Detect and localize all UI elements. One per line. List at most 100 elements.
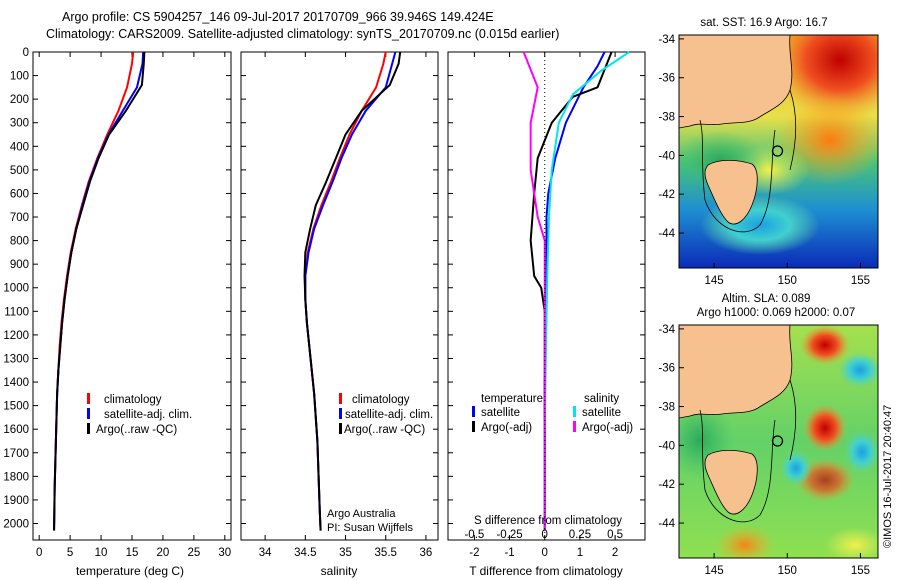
y-tick-label: 900	[10, 259, 29, 271]
legend-label-s-satellite: satellite	[582, 407, 621, 419]
sla-map-title-line1: Altim. SLA: 0.089	[722, 293, 811, 305]
y-tick-label: 1500	[3, 401, 29, 413]
sla-map-axes: 145 150 155 -34 -36 -38 -40 -42 -44	[658, 324, 870, 577]
y-tick-label: 0	[23, 47, 29, 59]
y-tick-label: 1000	[3, 283, 29, 295]
figure-title-line2: Climatology: CARS2009. Satellite-adjuste…	[46, 27, 560, 41]
x-tick-label: 5	[67, 547, 73, 559]
x-tick-label: 36	[420, 547, 433, 559]
x-tick-label: 2	[612, 547, 618, 559]
y-tick-label: 1600	[3, 424, 29, 436]
legend-swatch-argo	[87, 423, 90, 434]
map-y-tick-label: -38	[658, 112, 675, 124]
difference-xlabel: T difference from climatology	[469, 564, 623, 578]
sst-argo-marker	[771, 145, 784, 157]
x-tick-label: -2	[469, 547, 479, 559]
x-tick-label: 35	[339, 547, 352, 559]
map-y-tick-label: -38	[658, 402, 675, 414]
sst-map-frame	[678, 34, 879, 269]
salinity-plot-frame	[240, 51, 439, 541]
y-tick-label: 800	[10, 236, 29, 248]
s-tick-label: 0.25	[569, 529, 591, 541]
map-y-tick-label: -42	[658, 189, 675, 201]
y-tick-label: 1900	[3, 495, 29, 507]
legend-swatch-climatology	[87, 393, 90, 404]
legend-label-t-satellite: satellite	[481, 407, 520, 419]
map-x-tick-label: 155	[851, 565, 870, 577]
legend-swatch-s-satellite	[573, 406, 576, 417]
salinity-annotation-line1: Argo Australia	[327, 508, 396, 520]
difference-legend: temperature salinity satellite Argo(-adj…	[472, 393, 633, 434]
legend-label-satellite: satellite-adj. clim.	[104, 409, 192, 421]
salinity-legend: climatology satellite-adj. clim. Argo(..…	[339, 393, 433, 436]
legend-label-s-argo: Argo(-adj)	[582, 422, 633, 434]
x-tick-label: 15	[126, 547, 139, 559]
sla-map-frame	[678, 324, 879, 559]
sst-map-axes: 145 150 155 -34 -36 -38 -40 -42 -44	[658, 34, 870, 287]
sla-map-field	[679, 325, 878, 558]
y-tick-label: 500	[10, 165, 29, 177]
sla-argo-marker	[771, 435, 784, 447]
y-tick-label: 1800	[3, 471, 29, 483]
y-tick-label: 100	[10, 71, 29, 83]
y-tick-label: 1700	[3, 448, 29, 460]
legend-label-climatology: climatology	[104, 394, 162, 406]
x-tick-label: -1	[504, 547, 514, 559]
y-tick-label: 400	[10, 141, 29, 153]
y-tick-label: 1200	[3, 330, 29, 342]
sst-map-title: sat. SST: 16.9 Argo: 16.7	[700, 17, 827, 29]
s-tick-label: -0.5	[464, 529, 484, 541]
y-tick-label: 300	[10, 118, 29, 130]
s-tick-label: 0	[542, 529, 548, 541]
y-tick-label: 1400	[3, 377, 29, 389]
legend-title-temperature: temperature	[481, 393, 543, 405]
legend-swatch-satellite	[339, 408, 342, 419]
x-tick-label: 35.5	[375, 547, 397, 559]
s-tick-label: -0.25	[496, 529, 522, 541]
map-y-tick-label: -36	[658, 73, 675, 85]
salinity-axes: 34 34.5 35 35.5 36	[241, 51, 438, 559]
salinity-xlabel: salinity	[321, 564, 358, 578]
legend-label-climatology: climatology	[352, 394, 410, 406]
map-y-tick-label: -36	[658, 363, 675, 375]
y-tick-label: 200	[10, 94, 29, 106]
sla-map-title-line2: Argo h1000: 0.069 h2000: 0.07	[697, 307, 856, 319]
salinity-annotation-line2: PI: Susan Wijffels	[327, 522, 413, 534]
temperature-legend: climatology satellite-adj. clim. Argo(..…	[87, 393, 192, 436]
series-line-argo-raw-qc-	[53, 51, 146, 531]
map-y-tick-label: -34	[658, 34, 675, 46]
temperature-plot-frame	[32, 51, 232, 541]
legend-swatch-t-argo	[472, 421, 475, 432]
legend-label-argo: Argo(..raw -QC)	[96, 424, 177, 436]
legend-label-argo: Argo(..raw -QC)	[344, 424, 425, 436]
temperature-axes: 0 5 10 15 20 25 300100200300400500600700800900…	[3, 47, 231, 559]
y-tick-label: 1100	[4, 306, 29, 318]
map-x-tick-label: 145	[705, 565, 724, 577]
y-tick-label: 2000	[3, 518, 29, 530]
map-x-tick-label: 150	[778, 565, 797, 577]
map-y-tick-label: -44	[658, 228, 675, 240]
legend-swatch-satellite	[87, 408, 90, 419]
figure-title-line1: Argo profile: CS 5904257_146 09-Jul-2017…	[62, 10, 494, 24]
difference-top-xlabel: S difference from climatology	[474, 515, 622, 527]
x-tick-label: 0	[542, 547, 548, 559]
legend-swatch-argo	[339, 423, 342, 434]
temperature-xlabel: temperature (deg C)	[76, 564, 184, 578]
x-tick-label: 1	[577, 547, 583, 559]
difference-axes: -2 -1 0 1 2 -0.5 -0.25 0 0.25 0.5	[448, 51, 645, 559]
x-tick-label: 25	[187, 547, 200, 559]
legend-title-salinity: salinity	[584, 393, 619, 405]
map-y-tick-label: -44	[658, 518, 675, 530]
legend-swatch-t-satellite	[472, 406, 475, 417]
map-x-tick-label: 155	[851, 275, 870, 287]
legend-swatch-s-argo	[573, 421, 576, 432]
x-tick-label: 0	[36, 547, 42, 559]
x-tick-label: 30	[218, 547, 231, 559]
legend-label-t-argo: Argo(-adj)	[481, 422, 532, 434]
map-x-tick-label: 150	[778, 275, 797, 287]
legend-swatch-climatology	[339, 393, 342, 404]
series-line-argo-raw-qc-	[303, 51, 402, 531]
y-tick-label: 1300	[3, 353, 29, 365]
imos-watermark: ©IMOS 16-Jul-2017 20:40:47	[882, 404, 894, 548]
